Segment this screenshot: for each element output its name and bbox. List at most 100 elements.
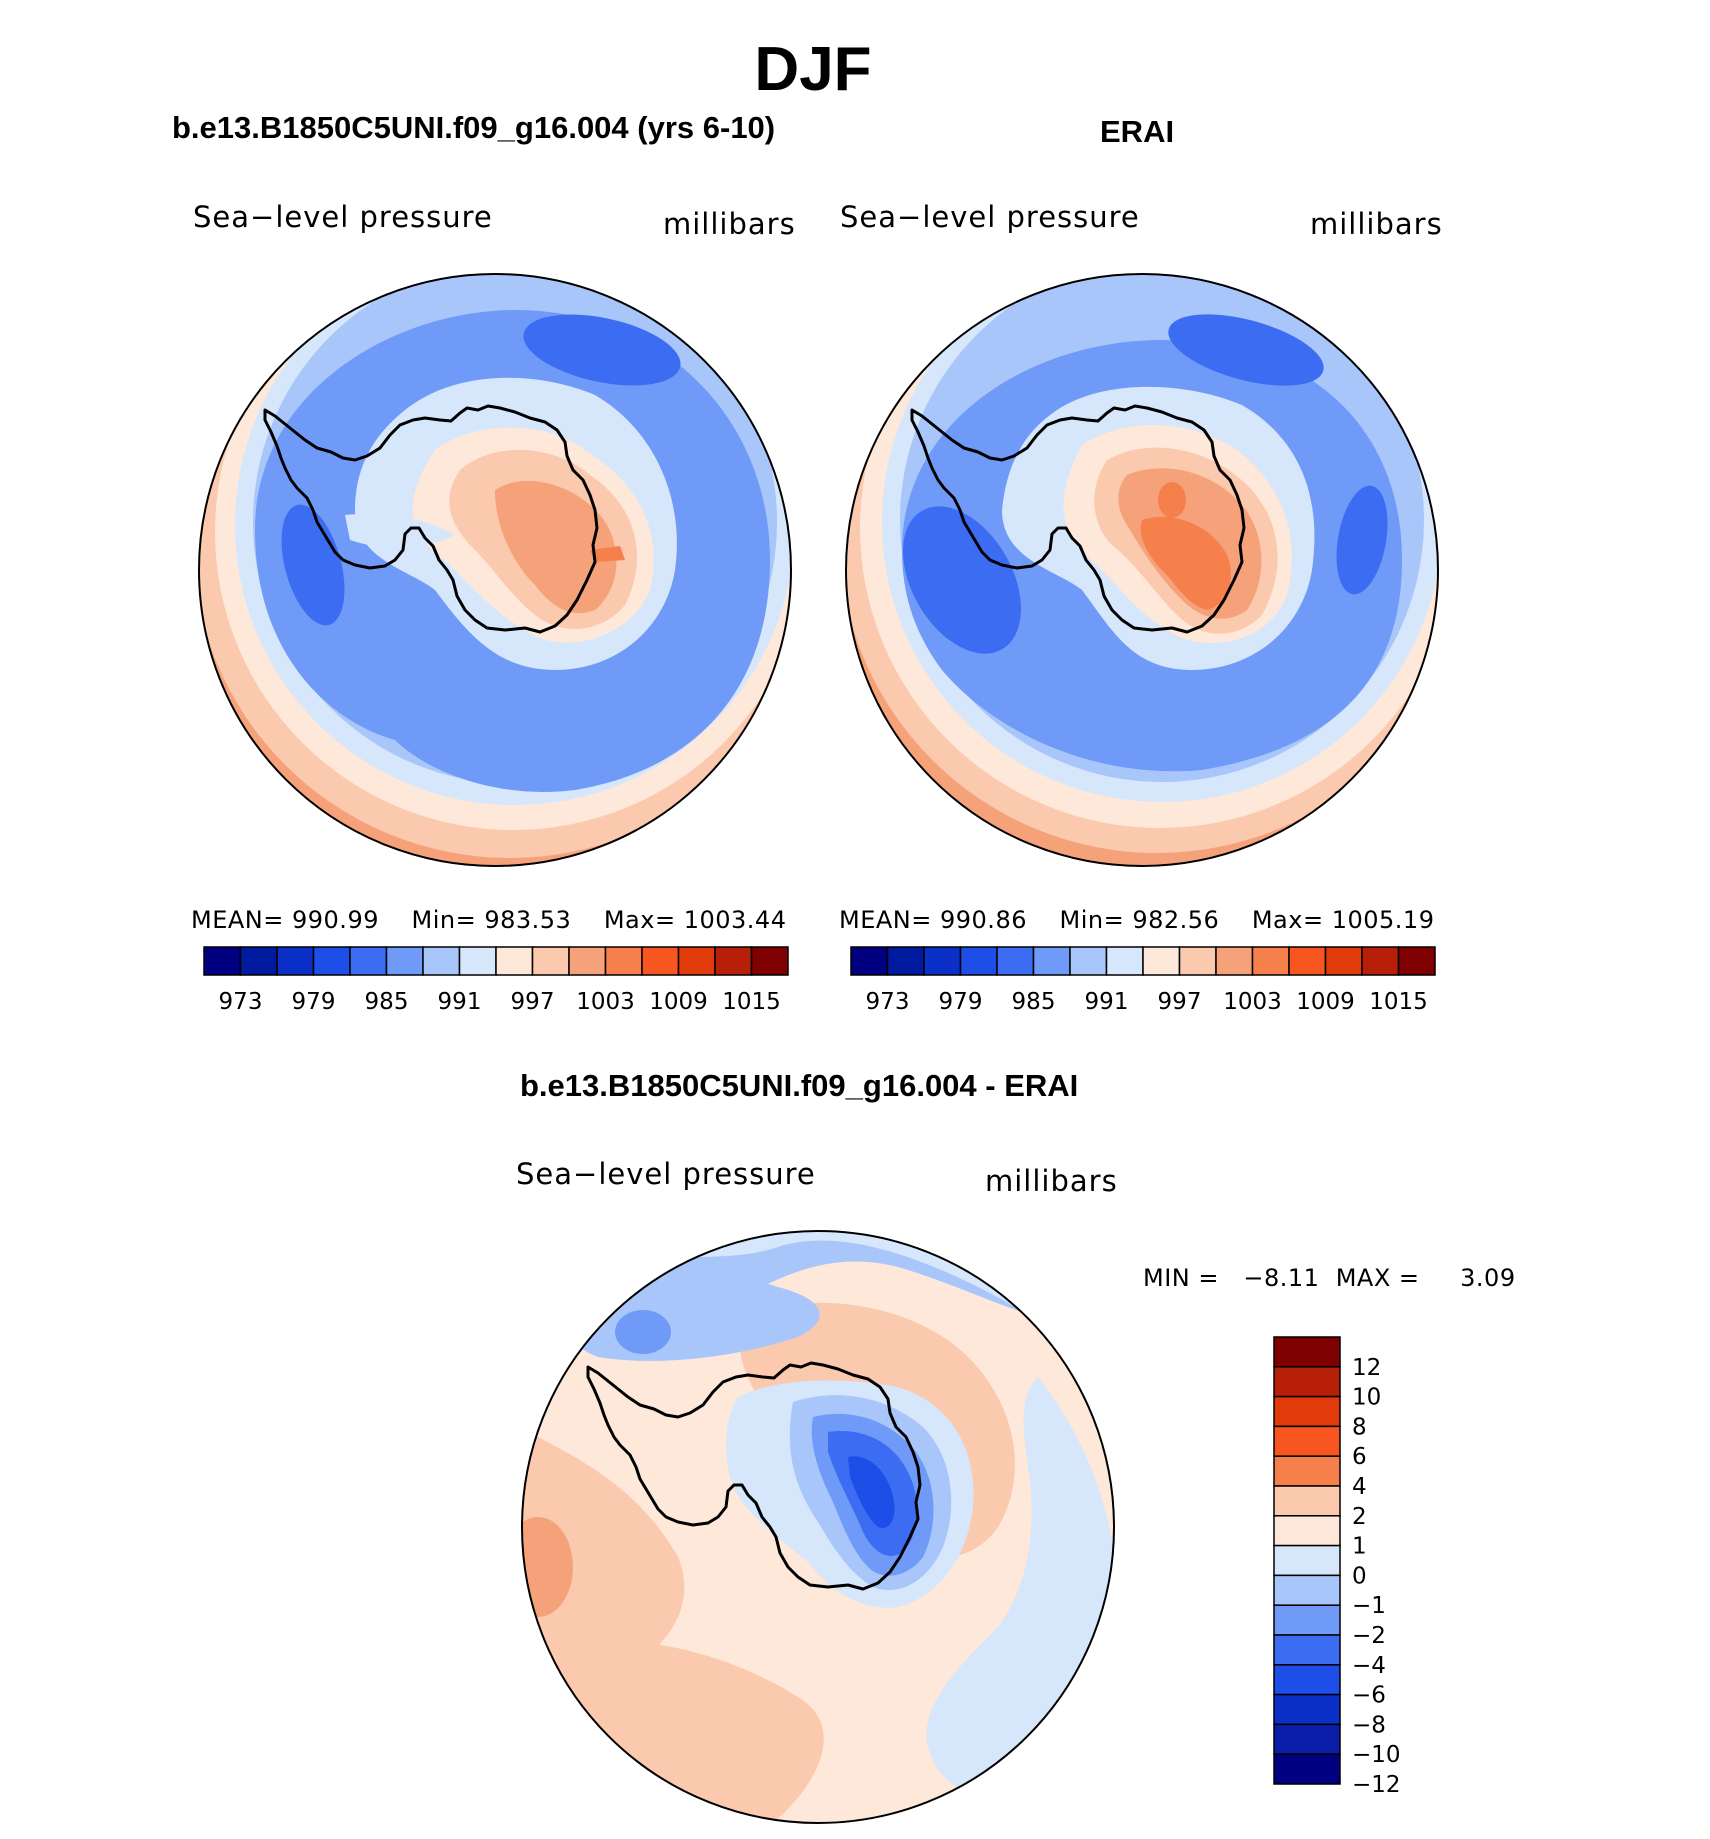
colorbar-box [385,946,424,976]
colorbar-box [1273,1693,1341,1726]
panel-1-stats: MEAN= 990.99 Min= 983.53 Max= 1003.44 [191,906,786,934]
colorbar-label: −12 [1352,1772,1401,1798]
diff-max-value: 3.09 [1460,1264,1516,1292]
colorbar-box [1273,1395,1341,1428]
colorbar-label: 985 [365,989,409,1015]
panel-1-min-value: 983.53 [484,906,572,934]
colorbar-label: 997 [511,989,555,1015]
colorbar-label: 1003 [1223,989,1282,1015]
colorbar-box [1273,1753,1341,1785]
colorbar-box [604,946,643,976]
colorbar-box [996,946,1035,976]
colorbar-label: 1015 [722,989,781,1015]
panel-1-mean-value: 990.99 [292,906,379,934]
colorbar-box [1273,1723,1341,1755]
colorbar-box [1273,1485,1341,1517]
colorbar-label: 1009 [649,989,708,1015]
colorbar-label: 10 [1352,1385,1381,1411]
diff-panel-variable: Sea−level pressure [516,1157,816,1191]
panel-2-min-label: Min= [1059,906,1125,934]
colorbar-box [203,946,242,976]
colorbar-label: 973 [866,989,910,1015]
colorbar-box [959,946,998,976]
diff-max-label: MAX = [1335,1264,1420,1292]
colorbar-box [422,946,461,976]
colorbar-box [1273,1336,1341,1368]
colorbar-box [1273,1574,1341,1606]
colorbar-label: 979 [939,989,983,1015]
colorbar-label: 997 [1158,989,1202,1015]
colorbar-label: 991 [438,989,482,1015]
colorbar-box [349,946,388,976]
colorbar-label: 4 [1352,1474,1367,1500]
colorbar-label: 12 [1352,1355,1381,1381]
panel-2-map [845,273,1439,867]
colorbar-label: −4 [1352,1653,1386,1679]
colorbar-box [1288,946,1327,976]
panel-1-variable: Sea−level pressure [193,200,493,234]
diff-map [521,1230,1115,1824]
colorbar-box [677,946,716,976]
colorbar-label: 1 [1352,1534,1367,1560]
diff-panel-units: millibars [985,1164,1118,1198]
panel-2-max-label: Max= [1251,906,1324,934]
colorbar-box [312,946,351,976]
colorbar-box [1273,1425,1341,1457]
diff-panel-stats: MIN = −8.11 MAX = 3.09 [1143,1264,1516,1292]
colorbar-box [641,946,680,976]
panel-2-title: ERAI [1100,114,1175,149]
colorbar-box [1273,1634,1341,1666]
panel-2-variable: Sea−level pressure [840,200,1140,234]
colorbar-label: 8 [1352,1414,1367,1440]
colorbar-box [1178,946,1217,976]
colorbar-box [1069,946,1108,976]
panel-2-mean-value: 990.86 [940,906,1027,934]
colorbar-label: 985 [1012,989,1056,1015]
panel-2-min-value: 982.56 [1132,906,1220,934]
colorbar-box [1273,1455,1341,1487]
colorbar-box [458,946,497,976]
colorbar-box [886,946,925,976]
diff-min-value: −8.11 [1243,1264,1320,1292]
colorbar-box [1251,946,1290,976]
colorbar-label: 1015 [1369,989,1428,1015]
colorbar-label: 991 [1085,989,1129,1015]
colorbar-box [1273,1515,1341,1547]
panel-2-colorbar: 973 979 985 991 997 1003 1009 1015 [850,946,1436,1015]
colorbar-box [1273,1366,1341,1398]
colorbar-label: 973 [219,989,263,1015]
colorbar-box [239,946,278,976]
panel-2-units: millibars [1310,207,1443,241]
panel-2-max-value: 1005.19 [1331,906,1435,934]
diff-panel-title: b.e13.B1850C5UNI.f09_g16.004 - ERAI [520,1068,1079,1103]
colorbar-label: 2 [1352,1504,1367,1530]
colorbar-box [1142,946,1181,976]
colorbar-label: −8 [1352,1712,1386,1738]
panel-1-title: b.e13.B1850C5UNI.f09_g16.004 (yrs 6-10) [172,110,776,145]
colorbar-box [1032,946,1071,976]
panel-1-min-label: Min= [411,906,477,934]
colorbar-label: 0 [1352,1563,1367,1589]
panel-1-max-value: 1003.44 [683,906,787,934]
colorbar-box [1273,1604,1341,1636]
colorbar-label: 6 [1352,1444,1367,1470]
panel-1-units: millibars [663,207,796,241]
colorbar-label: 1003 [576,989,635,1015]
colorbar-box [276,946,315,976]
colorbar-box [1273,1664,1341,1696]
colorbar-box [1361,946,1400,976]
colorbar-box [1105,946,1144,976]
panel-1-mean-label: MEAN= [191,906,284,934]
colorbar-label: −1 [1352,1593,1386,1619]
colorbar-box [1397,946,1436,976]
panel-2-mean-label: MEAN= [839,906,932,934]
colorbar-box [714,946,753,976]
colorbar-label: −2 [1352,1623,1386,1649]
panel-2-stats: MEAN= 990.86 Min= 982.56 Max= 1005.19 [839,906,1434,934]
panel-1-max-label: Max= [603,906,676,934]
diff-min-label: MIN = [1143,1264,1219,1292]
colorbar-box [850,946,889,976]
colorbar-box [1324,946,1363,976]
colorbar-box [531,946,570,976]
